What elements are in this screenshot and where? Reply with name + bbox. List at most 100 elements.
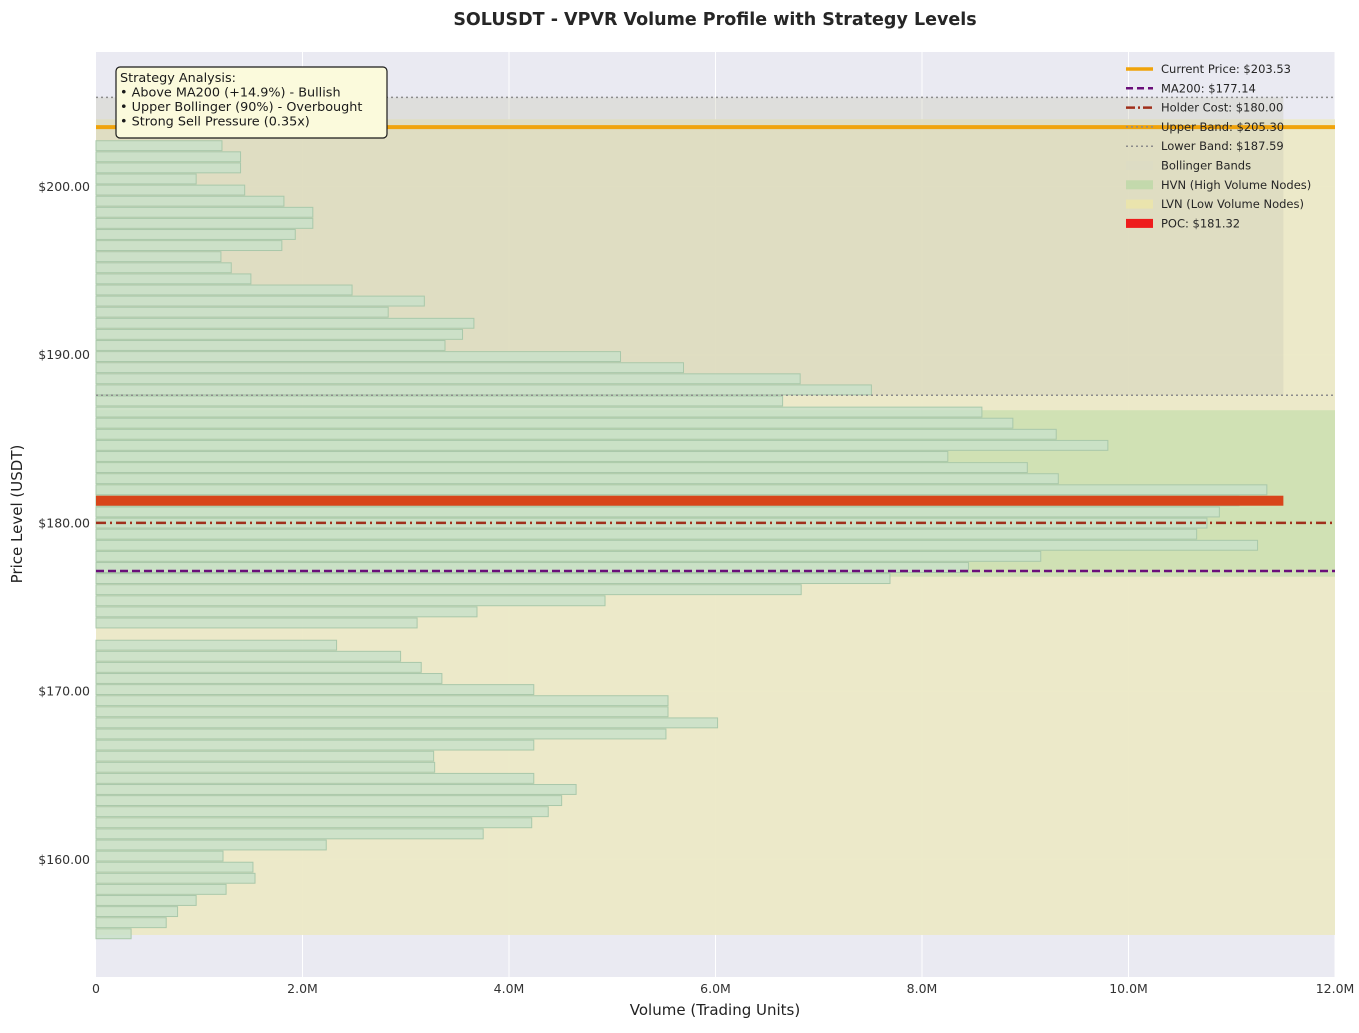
- volume-bar: [95, 717, 719, 729]
- y-tick-label: $160.00: [38, 852, 90, 867]
- volume-bar: [95, 595, 606, 607]
- legend-symbol: [1126, 161, 1153, 170]
- volume-bar: [95, 306, 389, 318]
- annotation-line: • Upper Bollinger (90%) - Overbought: [120, 100, 362, 115]
- volume-bar: [95, 328, 464, 340]
- x-tick-label: 0: [92, 981, 100, 996]
- volume-bar: [95, 539, 1259, 551]
- volume-bar: [95, 484, 1268, 496]
- volume-bar: [95, 439, 1109, 451]
- volume-bar: [95, 373, 801, 385]
- volume-bar: [95, 151, 242, 163]
- annotation-box: [115, 66, 388, 139]
- x-tick-label: 12.0M: [1316, 981, 1355, 996]
- volume-bar: [95, 384, 872, 396]
- volume-bar: [95, 673, 443, 684]
- volume-bar: [95, 650, 402, 662]
- volume-bar: [95, 661, 422, 673]
- volume-bar: [95, 395, 784, 407]
- volume-bar: [95, 428, 1057, 440]
- y-axis-title: Price Level (USDT): [8, 445, 26, 584]
- volume-bar: [95, 584, 802, 596]
- x-tick-label: 6.0M: [700, 981, 731, 996]
- annotation-line: • Above MA200 (+14.9%) - Bullish: [120, 86, 341, 101]
- annotation-line: Strategy Analysis:: [120, 71, 236, 86]
- volume-bar: [95, 162, 242, 174]
- volume-bar: [95, 528, 1198, 540]
- volume-bar: [95, 229, 296, 240]
- legend-label: LVN (Low Volume Nodes): [1161, 197, 1304, 211]
- volume-bar: [95, 861, 254, 873]
- chart-title: SOLUSDT - VPVR Volume Profile with Strat…: [453, 10, 976, 30]
- legend-label: HVN (High Volume Nodes): [1161, 178, 1311, 192]
- volume-bar: [95, 706, 669, 718]
- volume-bar: [95, 451, 949, 462]
- volume-bar: [95, 284, 353, 296]
- volume-bar: [95, 917, 167, 929]
- volume-bar: [95, 340, 446, 351]
- x-axis-title: Volume (Trading Units): [630, 1001, 800, 1019]
- volume-bar: [95, 806, 549, 818]
- legend-label: Current Price: $203.53: [1161, 62, 1291, 76]
- volume-bar: [95, 217, 314, 229]
- legend-label: MA200: $177.14: [1161, 81, 1256, 95]
- y-tick-label: $180.00: [38, 515, 90, 530]
- legend-label: Holder Cost: $180.00: [1161, 101, 1283, 115]
- volume-bar: [95, 184, 246, 196]
- legend-label: Bollinger Bands: [1161, 159, 1251, 173]
- y-tick-label: $190.00: [38, 347, 90, 362]
- volume-bar: [95, 550, 1042, 562]
- volume-bar: [95, 362, 684, 374]
- y-tick-label: $200.00: [38, 179, 90, 194]
- volume-bar: [95, 473, 1059, 485]
- x-tick-label: 10.0M: [1109, 981, 1148, 996]
- volume-bar: [95, 684, 535, 696]
- legend-label: Lower Band: $187.59: [1161, 139, 1284, 153]
- volume-bar: [95, 273, 252, 285]
- legend-label: POC: $181.32: [1161, 216, 1240, 230]
- volume-bar: [95, 262, 232, 274]
- volume-bar: [95, 206, 314, 218]
- volume-bar: [95, 695, 669, 707]
- volume-bar: [95, 195, 285, 207]
- volume-bar: [95, 828, 484, 840]
- poc-bar: [96, 495, 1284, 506]
- volume-bar: [95, 317, 475, 329]
- legend: Current Price: $203.53 MA200: $177.14 Hold…: [1126, 62, 1311, 230]
- volume-bar: [95, 817, 533, 829]
- volume-bar: [95, 140, 223, 152]
- legend-symbol: [1126, 218, 1153, 228]
- volume-bar: [95, 240, 283, 252]
- volume-bar: [95, 173, 197, 185]
- volume-bar: [95, 761, 436, 773]
- volume-bar: [95, 928, 132, 940]
- volume-bar: [95, 883, 227, 895]
- volume-bar: [95, 617, 418, 629]
- volume-bar: [95, 562, 969, 573]
- volume-bar: [95, 772, 535, 784]
- annotation-line: • Strong Sell Pressure (0.35x): [120, 115, 310, 130]
- legend-label: Upper Band: $205.30: [1161, 120, 1284, 134]
- volume-bar: [95, 739, 535, 751]
- volume-bar: [95, 728, 667, 740]
- volume-bar: [95, 906, 179, 918]
- volume-bar: [95, 406, 983, 418]
- legend-symbol: [1126, 199, 1153, 209]
- volume-bar: [95, 251, 222, 263]
- volume-bar: [95, 784, 577, 795]
- volume-bar: [95, 606, 478, 618]
- volume-bar: [95, 850, 224, 862]
- volume-bar: [95, 506, 1220, 518]
- volume-bar: [95, 872, 256, 884]
- volume-bar: [95, 839, 327, 851]
- volume-bar: [95, 639, 338, 651]
- x-tick-label: 8.0M: [907, 981, 938, 996]
- volume-bar: [95, 895, 197, 906]
- volume-bar: [95, 750, 435, 762]
- strategy-annotation: Strategy Analysis:• Above MA200 (+14.9%)…: [115, 66, 388, 139]
- x-tick-label: 4.0M: [494, 981, 525, 996]
- legend-symbol: [1126, 180, 1153, 190]
- x-tick-label: 2.0M: [287, 981, 318, 996]
